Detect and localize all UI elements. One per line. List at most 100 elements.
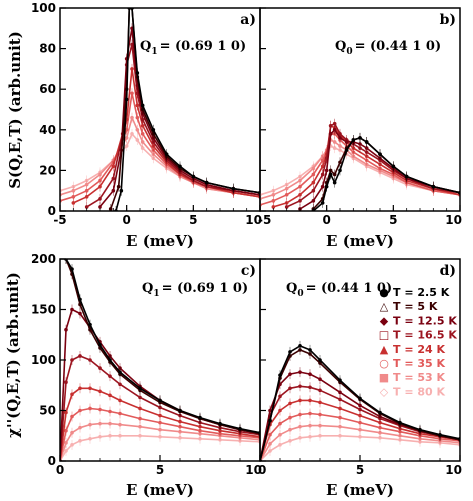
legend-marker: □ <box>379 329 389 342</box>
data-point <box>284 205 289 209</box>
series-line <box>86 43 260 208</box>
y-tick-label: 20 <box>39 163 56 177</box>
data-point <box>70 267 74 271</box>
data-point <box>158 434 162 439</box>
series-group <box>60 259 260 461</box>
data-point <box>298 398 302 403</box>
data-point <box>338 378 342 383</box>
data-point <box>164 152 169 156</box>
data-point <box>98 407 102 412</box>
legend-entry: T = 53 K <box>393 371 446 384</box>
legend-entry: T = 16.5 K <box>393 329 457 342</box>
y-tick-label: 50 <box>39 404 56 418</box>
data-point <box>271 199 276 203</box>
data-point <box>198 415 202 420</box>
data-point <box>318 358 322 362</box>
data-point <box>111 164 116 169</box>
data-point <box>351 138 356 142</box>
plot-frame <box>259 7 461 212</box>
data-point <box>308 398 312 403</box>
series-line <box>260 133 460 206</box>
data-point <box>124 144 129 148</box>
data-point <box>328 132 333 136</box>
data-point <box>138 395 142 400</box>
data-point <box>288 439 292 443</box>
data-point <box>332 172 337 177</box>
data-point <box>84 182 89 187</box>
data-point <box>358 420 362 425</box>
data-point <box>391 164 396 169</box>
data-point <box>332 180 337 185</box>
data-point <box>70 392 74 397</box>
data-point <box>364 140 369 144</box>
data-point <box>358 413 362 418</box>
data-point <box>358 427 362 432</box>
data-point <box>64 327 68 332</box>
data-point <box>108 374 112 378</box>
data-point <box>78 425 82 430</box>
data-point <box>398 420 402 425</box>
data-point <box>278 394 282 399</box>
data-point <box>311 199 316 203</box>
data-point <box>151 128 156 132</box>
series-line <box>65 259 260 434</box>
data-point <box>118 370 122 374</box>
panel-letter: c) <box>241 263 256 279</box>
data-point <box>338 424 342 429</box>
panel-letter: a) <box>240 12 256 28</box>
panel-d: 0 5 10 Q0 = (0.44 1 0) d) <box>258 258 462 477</box>
series-line <box>260 399 460 461</box>
panel-b-x-axis-label: E (meV) <box>326 232 394 250</box>
data-point <box>111 188 116 193</box>
data-point <box>332 146 337 150</box>
data-point <box>358 136 362 140</box>
data-point <box>278 408 282 413</box>
data-point <box>298 184 302 189</box>
data-point <box>308 423 312 428</box>
series-line <box>60 116 260 198</box>
x-tick-label: 10 <box>445 213 462 227</box>
data-point <box>311 180 316 185</box>
data-point <box>98 434 102 439</box>
data-point <box>320 201 325 205</box>
data-point <box>88 358 92 362</box>
q-label: Q0 = (0.44 1 0) <box>286 281 392 299</box>
data-point <box>140 103 145 108</box>
data-point <box>140 132 145 136</box>
x-tick-label: 5 <box>389 213 397 227</box>
data-point <box>378 430 382 435</box>
data-point <box>130 132 134 136</box>
legend: ● T = 2.5 K △ T = 5 K ◆ T = 12.5 K □ T = 16.5 K… <box>379 286 458 398</box>
panel-a-x-axis-label: E (meV) <box>126 232 194 250</box>
data-point <box>130 67 134 71</box>
data-point <box>332 140 337 144</box>
x-tick-label: 0 <box>258 463 266 477</box>
data-point <box>178 424 182 429</box>
x-tick-label: 0 <box>56 463 64 477</box>
data-point <box>108 207 113 211</box>
data-point <box>338 168 342 173</box>
data-point <box>64 410 68 415</box>
data-point <box>298 178 302 183</box>
data-point <box>324 184 329 189</box>
data-point <box>378 152 382 156</box>
data-point <box>135 115 140 120</box>
data-point <box>140 140 145 144</box>
data-point <box>324 168 329 173</box>
panel-d-x-axis-label: E (meV) <box>326 481 394 499</box>
data-point <box>108 409 112 414</box>
data-point <box>278 432 282 437</box>
data-point <box>308 385 312 390</box>
data-point <box>98 197 102 201</box>
data-point <box>70 430 74 435</box>
data-point <box>98 389 102 394</box>
series-line <box>260 145 460 196</box>
data-point <box>70 307 74 312</box>
data-point <box>318 412 322 417</box>
data-point <box>135 103 140 108</box>
data-point <box>338 415 342 420</box>
data-point <box>78 297 82 302</box>
data-point <box>311 188 316 193</box>
